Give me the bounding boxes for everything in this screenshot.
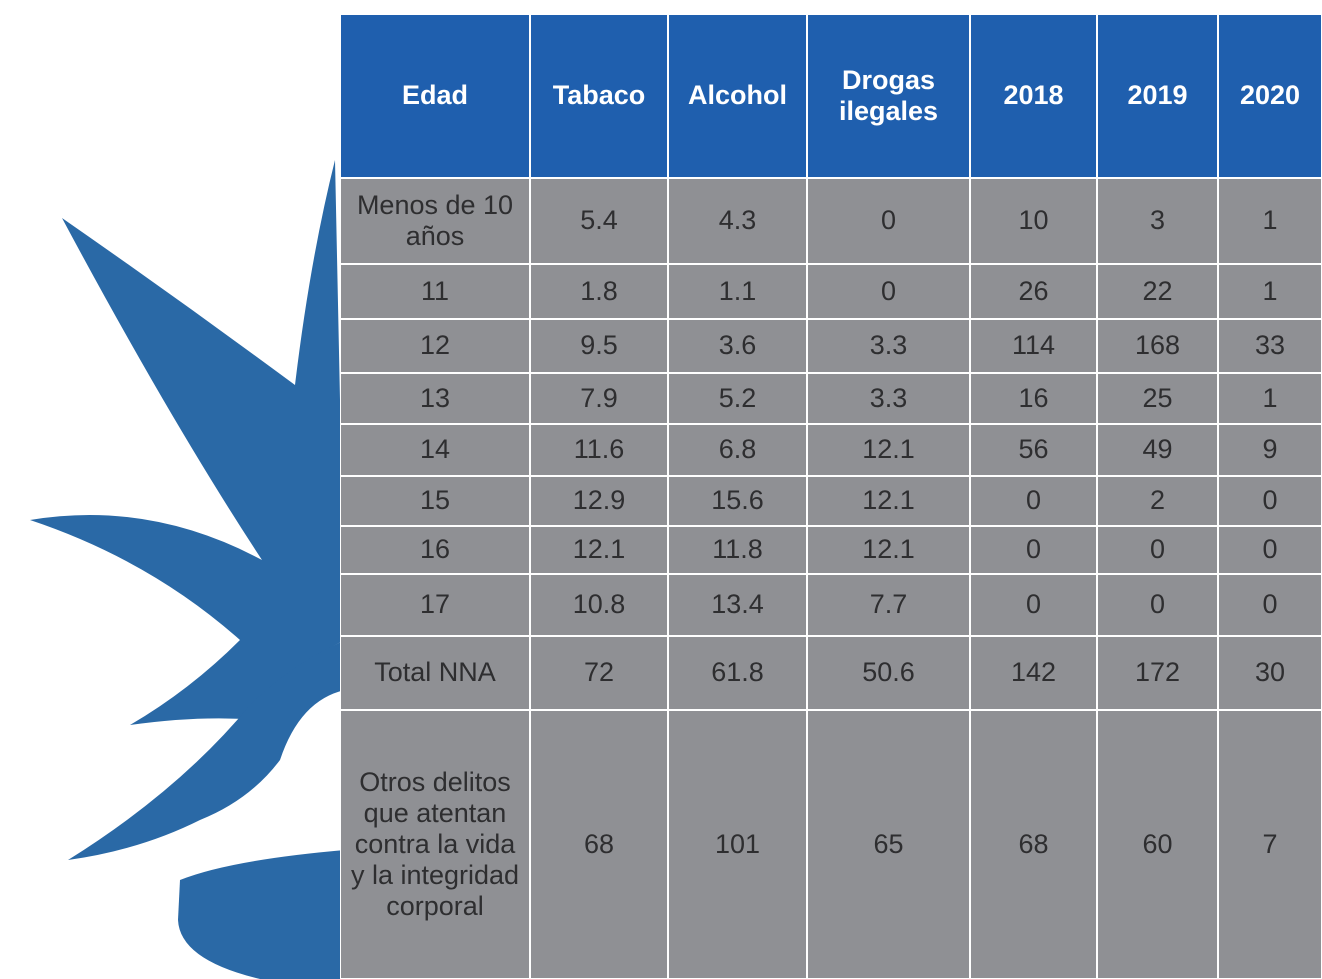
data-cell: 3.6	[668, 319, 807, 373]
data-cell: 0	[1097, 574, 1218, 636]
data-cell: 7.9	[530, 373, 668, 424]
data-cell: 72	[530, 636, 668, 710]
data-cell: 142	[970, 636, 1097, 710]
data-cell: 33	[1218, 319, 1322, 373]
data-cell: 50.6	[807, 636, 970, 710]
row-label: 17	[340, 574, 530, 636]
data-cell: 3	[1097, 178, 1218, 264]
data-cell: 68	[530, 710, 668, 979]
data-cell: 12.1	[530, 526, 668, 574]
header-cell: Edad	[340, 14, 530, 178]
row-label: 16	[340, 526, 530, 574]
data-cell: 0	[970, 574, 1097, 636]
row-label: Total NNA	[340, 636, 530, 710]
data-cell: 16	[970, 373, 1097, 424]
header-cell: 2020	[1218, 14, 1322, 178]
data-cell: 26	[970, 264, 1097, 319]
data-cell: 5.4	[530, 178, 668, 264]
data-cell: 65	[807, 710, 970, 979]
data-cell: 0	[1218, 526, 1322, 574]
data-cell: 1	[1218, 264, 1322, 319]
data-cell: 1	[1218, 373, 1322, 424]
data-cell: 12.1	[807, 476, 970, 526]
data-cell: 2	[1097, 476, 1218, 526]
data-cell: 10.8	[530, 574, 668, 636]
data-cell: 172	[1097, 636, 1218, 710]
data-cell: 168	[1097, 319, 1218, 373]
header-cell: 2018	[970, 14, 1097, 178]
data-cell: 1.8	[530, 264, 668, 319]
data-cell: 60	[1097, 710, 1218, 979]
row-label: Otros delitos que atentan contra la vida…	[340, 710, 530, 979]
data-cell: 22	[1097, 264, 1218, 319]
data-cell: 9.5	[530, 319, 668, 373]
data-cell: 9	[1218, 424, 1322, 476]
data-cell: 56	[970, 424, 1097, 476]
data-cell: 5.2	[668, 373, 807, 424]
data-cell: 13.4	[668, 574, 807, 636]
row-label: 14	[340, 424, 530, 476]
data-cell: 6.8	[668, 424, 807, 476]
row-label: 15	[340, 476, 530, 526]
data-cell: 101	[668, 710, 807, 979]
data-cell: 0	[970, 476, 1097, 526]
header-cell: 2019	[1097, 14, 1218, 178]
data-cell: 49	[1097, 424, 1218, 476]
data-cell: 0	[970, 526, 1097, 574]
header-cell: Tabaco	[530, 14, 668, 178]
data-cell: 61.8	[668, 636, 807, 710]
data-cell: 3.3	[807, 319, 970, 373]
data-cell: 68	[970, 710, 1097, 979]
data-cell: 3.3	[807, 373, 970, 424]
data-cell: 12.9	[530, 476, 668, 526]
row-label: Menos de 10 años	[340, 178, 530, 264]
data-cell: 11.8	[668, 526, 807, 574]
data-cell: 4.3	[668, 178, 807, 264]
data-cell: 12.1	[807, 526, 970, 574]
data-cell: 30	[1218, 636, 1322, 710]
data-cell: 7	[1218, 710, 1322, 979]
data-cell: 10	[970, 178, 1097, 264]
row-label: 13	[340, 373, 530, 424]
header-cell: Drogas ilegales	[807, 14, 970, 178]
row-label: 12	[340, 319, 530, 373]
data-cell: 1	[1218, 178, 1322, 264]
data-cell: 0	[807, 264, 970, 319]
header-cell: Alcohol	[668, 14, 807, 178]
row-label: 11	[340, 264, 530, 319]
data-cell: 114	[970, 319, 1097, 373]
data-cell: 15.6	[668, 476, 807, 526]
data-cell: 0	[1097, 526, 1218, 574]
data-cell: 7.7	[807, 574, 970, 636]
data-cell: 12.1	[807, 424, 970, 476]
data-cell: 0	[807, 178, 970, 264]
data-cell: 0	[1218, 476, 1322, 526]
data-cell: 11.6	[530, 424, 668, 476]
data-cell: 25	[1097, 373, 1218, 424]
data-cell: 1.1	[668, 264, 807, 319]
data-cell: 0	[1218, 574, 1322, 636]
